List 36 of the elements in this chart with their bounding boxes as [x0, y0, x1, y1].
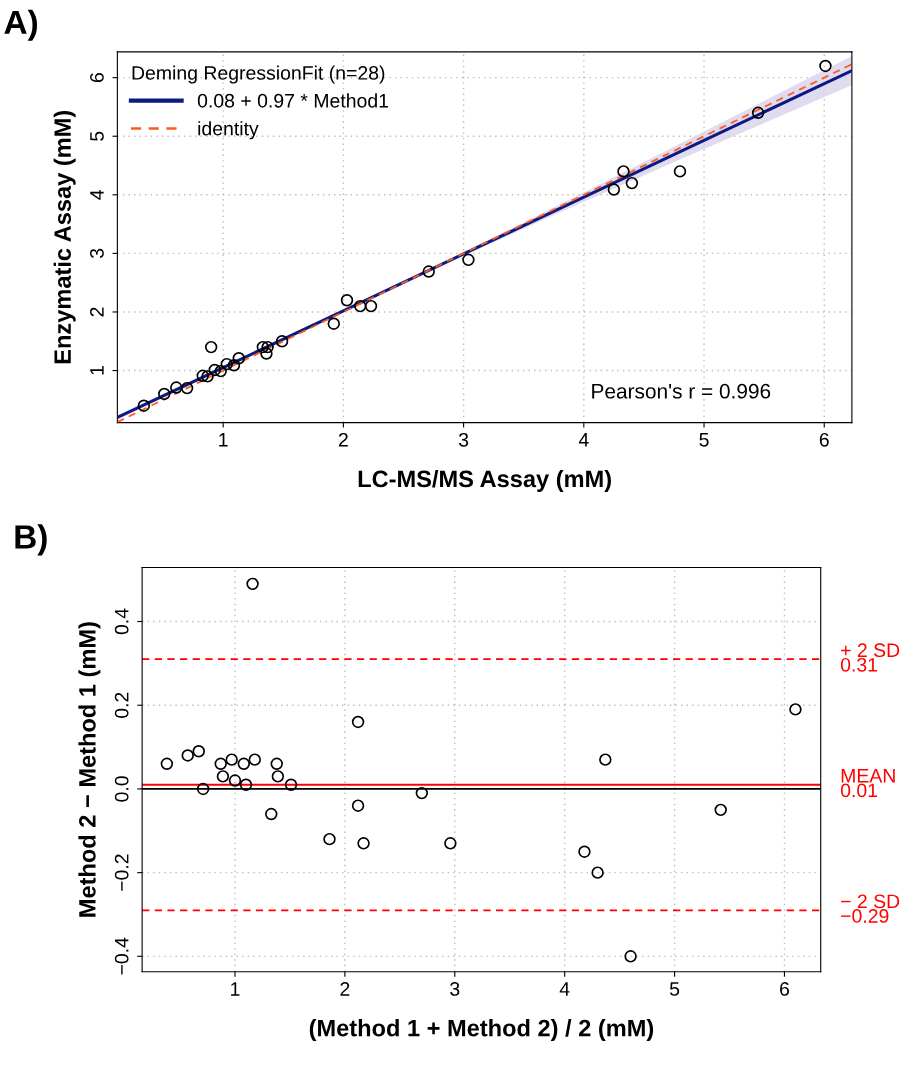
- x-axis-title: (Method 1 + Method 2) / 2 (mM): [309, 1019, 654, 1042]
- ref-line-label: + 2 SD 0.31: [840, 643, 900, 672]
- x-tick-label: 6: [819, 432, 829, 447]
- x-tick-label: 2: [340, 982, 350, 996]
- x-tick-label: 5: [699, 433, 709, 447]
- y-tick-label: 0.0: [114, 776, 129, 802]
- x-tick-label: 5: [669, 982, 680, 996]
- y-tick-label: −0.4: [114, 937, 129, 975]
- x-tick-label: 1: [219, 433, 228, 447]
- y-tick-label: 3: [90, 248, 104, 259]
- x-axis-title: LC-MS/MS Assay (mM): [358, 469, 611, 492]
- legend-title: Deming RegressionFit (n=28): [132, 65, 385, 84]
- x-tick-label: 3: [458, 432, 469, 447]
- y-tick-label: 6: [90, 73, 104, 83]
- y-tick-label: 2: [90, 307, 104, 317]
- legend-label: 0.08 + 0.97 * Method1: [197, 93, 389, 108]
- y-tick-label: 1: [90, 366, 104, 375]
- y-tick-label: 5: [90, 131, 104, 141]
- ref-line-label: − 2 SD −0.29: [841, 894, 900, 923]
- x-tick-label: 3: [450, 982, 460, 996]
- ref-line-label: MEAN 0.01: [840, 769, 895, 798]
- chart-title: A): [4, 9, 38, 41]
- x-tick-label: 2: [338, 432, 348, 447]
- y-tick-label: 4: [90, 189, 104, 200]
- y-axis-title: Method 2 − Method 1 (mM): [78, 622, 101, 917]
- legend-label: identity: [198, 121, 259, 140]
- x-tick-label: 1: [231, 982, 240, 996]
- x-tick-label: 6: [780, 982, 789, 996]
- annotation: Pearson's r = 0.996: [592, 383, 771, 399]
- y-tick-label: 0.4: [114, 608, 129, 635]
- y-tick-label: −0.2: [114, 854, 129, 891]
- y-axis-title: Enzymatic Assay (mM): [53, 110, 76, 364]
- x-tick-label: 4: [578, 433, 589, 447]
- chart-title: B): [15, 524, 47, 556]
- y-tick-label: 0.2: [114, 692, 129, 718]
- x-tick-label: 4: [559, 982, 570, 996]
